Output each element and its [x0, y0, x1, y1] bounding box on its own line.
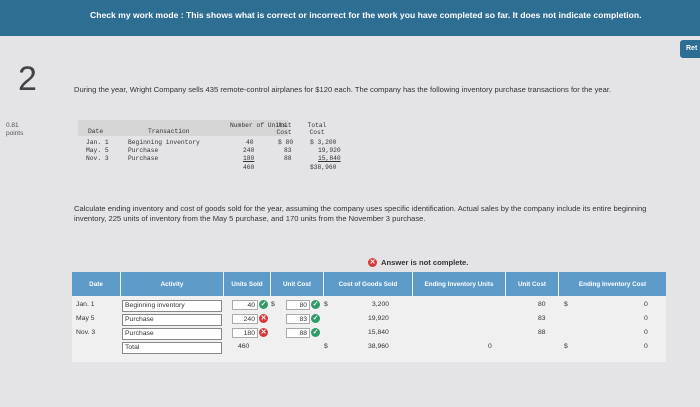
row2-units-sold-input[interactable]: 240: [232, 314, 258, 324]
total-ending-units: 0: [488, 343, 492, 350]
row3-ending-cost: 0: [644, 329, 648, 336]
given-inventory-table: Date Transaction Number of Units Unit Co…: [78, 120, 378, 190]
given-row3-transaction: Purchase: [128, 155, 159, 162]
points-label: points: [6, 130, 24, 137]
col-header-unit-cost-2: Unit Cost: [506, 272, 558, 296]
check-icon: ✓: [311, 314, 320, 323]
check-icon: ✓: [259, 300, 268, 309]
col-header-cogs: Cost of Goods Sold: [324, 272, 412, 296]
given-row2-unit-cost: 83: [284, 147, 292, 154]
row2-date: May 5: [76, 315, 95, 322]
given-header-total-cost: Total Cost: [307, 122, 327, 136]
given-header-bg: [78, 120, 288, 136]
given-row1-total: $ 3,200: [310, 139, 337, 146]
row3-unit-cost-input[interactable]: 88: [286, 328, 310, 338]
given-header-transaction: Transaction: [148, 128, 190, 135]
given-row2-total: 19,920: [318, 147, 341, 154]
col-header-units-sold: Units Sold: [224, 272, 270, 296]
given-row1-date: Jan. 1: [86, 139, 109, 146]
points-info: 0.81 points: [6, 122, 23, 138]
points-value: 0.81: [6, 122, 19, 129]
given-row2-date: May. 5: [86, 147, 109, 154]
question-number: 2: [18, 60, 37, 98]
top-banner-bar: Check my work mode : This shows what is …: [0, 0, 700, 36]
given-row2-units: 240: [243, 147, 255, 154]
total-cogs-dollar: $: [324, 343, 328, 350]
given-header-units: Number of Units: [230, 122, 287, 129]
given-row3-unit-cost: 88: [284, 155, 292, 162]
row2-cogs: 19,920: [368, 315, 389, 322]
given-row3-date: Nov. 3: [86, 155, 109, 162]
col-header-activity: Activity: [121, 272, 223, 296]
row1-unit-cost-2: 80: [538, 301, 546, 308]
row2-activity[interactable]: Purchase: [122, 314, 222, 326]
row2-ending-cost: 0: [644, 315, 648, 322]
return-tab[interactable]: Ret: [680, 40, 700, 58]
row1-date: Jan. 1: [76, 301, 95, 308]
check-work-banner: Check my work mode : This shows what is …: [90, 10, 642, 20]
check-icon: ✓: [311, 328, 320, 337]
row1-units-sold-input[interactable]: 40: [232, 300, 258, 310]
row3-cogs: 15,840: [368, 329, 389, 336]
answer-status: ✕ Answer is not complete.: [368, 258, 468, 267]
col-header-ending-units: Ending Inventory Units: [413, 272, 505, 296]
total-ending-cost: 0: [644, 343, 648, 350]
check-icon: ✓: [311, 300, 320, 309]
given-header-date: Date: [88, 128, 104, 135]
total-activity[interactable]: Total: [122, 342, 222, 354]
row1-cogs: 3,200: [372, 301, 390, 308]
row3-date: Nov. 3: [76, 329, 96, 336]
total-ending-dollar: $: [564, 343, 568, 350]
col-header-ending-cost: Ending Inventory Cost: [559, 272, 666, 296]
row3-units-sold-input[interactable]: 180: [232, 328, 258, 338]
row2-unit-cost-input[interactable]: 83: [286, 314, 310, 324]
row3-unit-cost-2: 88: [538, 329, 546, 336]
row1-ending-cost: 0: [644, 301, 648, 308]
given-row3-units: 180: [243, 155, 255, 162]
col-header-date: Date: [72, 272, 120, 296]
row1-activity[interactable]: Beginning inventory: [122, 300, 222, 312]
given-row1-unit-cost: $ 80: [278, 139, 294, 146]
row1-cogs-dollar: $: [324, 301, 328, 308]
row3-activity[interactable]: Purchase: [122, 328, 222, 340]
x-circle-icon: ✕: [259, 328, 268, 337]
problem-intro: During the year, Wright Company sells 43…: [74, 85, 612, 94]
row2-unit-cost-2: 83: [538, 315, 546, 322]
row1-ending-dollar: $: [564, 301, 568, 308]
answer-table: Date Activity Units Sold Unit Cost Cost …: [72, 272, 666, 362]
given-row1-units: 40: [246, 139, 254, 146]
row1-dollar: $: [271, 301, 275, 308]
given-row1-transaction: Beginning inventory: [128, 139, 200, 146]
x-circle-icon: ✕: [259, 314, 268, 323]
given-row2-transaction: Purchase: [128, 147, 159, 154]
answer-status-text: Answer is not complete.: [381, 258, 469, 267]
given-row3-total: 15,840: [318, 155, 341, 162]
total-units-sold: 460: [238, 343, 250, 350]
given-header-unit-cost: Unit Cost: [276, 122, 292, 136]
given-total-units: 460: [243, 164, 255, 171]
x-circle-icon: ✕: [368, 258, 377, 267]
row1-unit-cost-input[interactable]: 80: [286, 300, 310, 310]
calculation-instructions: Calculate ending inventory and cost of g…: [74, 204, 647, 223]
given-total-cost: $38,960: [310, 164, 337, 171]
col-header-unit-cost: Unit Cost: [271, 272, 323, 296]
total-cogs: 38,960: [368, 343, 389, 350]
